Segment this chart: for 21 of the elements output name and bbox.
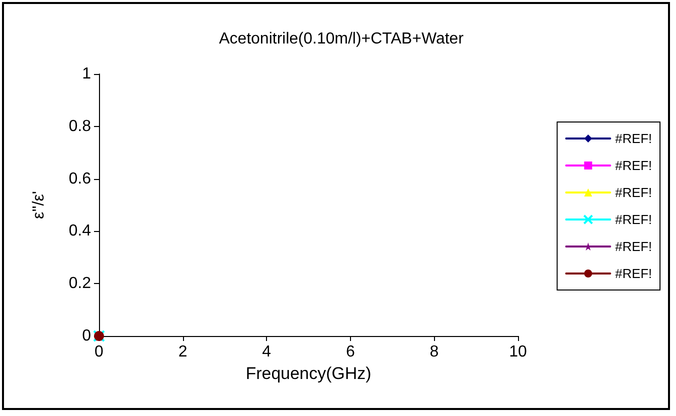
y-axis-title: ε''/ε' xyxy=(30,191,48,219)
chart-title: Acetonitrile(0.10m/l)+CTAB+Water xyxy=(219,30,464,48)
y-tick-label: 0.8 xyxy=(68,118,92,135)
y-tick-label: 1 xyxy=(82,66,92,82)
y-tick-label: 0.6 xyxy=(68,170,92,188)
legend-label: #REF! xyxy=(615,212,652,227)
legend-label: #REF! xyxy=(615,239,652,254)
x-axis-title: Frequency(GHz) xyxy=(246,364,372,383)
x-tick-label: 4 xyxy=(262,344,272,360)
x-tick-label: 0 xyxy=(94,344,104,360)
legend-label: #REF! xyxy=(615,185,652,200)
x-tick-label: 10 xyxy=(509,344,527,360)
legend-label: #REF! xyxy=(615,158,652,173)
x-tick-label: 6 xyxy=(346,344,355,360)
x-tick-label: 2 xyxy=(178,344,188,360)
y-tick-label: 0.4 xyxy=(68,222,92,240)
y-tick-label: 0 xyxy=(82,328,92,344)
y-tick-label: 0.2 xyxy=(68,275,92,292)
legend-label: #REF! xyxy=(615,131,652,146)
x-tick-label: 8 xyxy=(430,344,439,360)
legend-label: #REF! xyxy=(615,266,652,281)
